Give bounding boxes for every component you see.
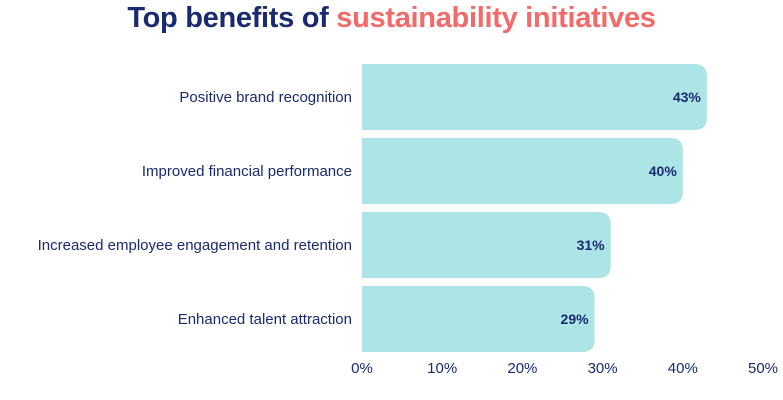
bar bbox=[362, 64, 707, 130]
data-label: 29% bbox=[561, 311, 590, 327]
data-label: 31% bbox=[577, 237, 606, 253]
x-tick-label: 40% bbox=[668, 360, 698, 377]
category-label: Improved financial performance bbox=[142, 163, 352, 180]
chart-title-primary: Top benefits of bbox=[127, 2, 337, 34]
category-label: Positive brand recognition bbox=[179, 89, 352, 106]
data-label: 40% bbox=[649, 163, 678, 179]
chart-title-accent: sustainability initiatives bbox=[336, 2, 656, 34]
x-tick-label: 0% bbox=[351, 360, 373, 377]
x-tick-label: 50% bbox=[748, 360, 778, 377]
x-tick-label: 10% bbox=[427, 360, 457, 377]
category-label: Enhanced talent attraction bbox=[178, 311, 352, 328]
bar bbox=[362, 138, 683, 204]
x-tick-label: 30% bbox=[588, 360, 618, 377]
category-label: Increased employee engagement and retent… bbox=[38, 237, 352, 254]
chart-title: Top benefits of sustainability initiativ… bbox=[0, 2, 783, 35]
x-tick-label: 20% bbox=[507, 360, 537, 377]
bar bbox=[362, 286, 595, 352]
bar bbox=[362, 212, 611, 278]
data-label: 43% bbox=[673, 89, 702, 105]
